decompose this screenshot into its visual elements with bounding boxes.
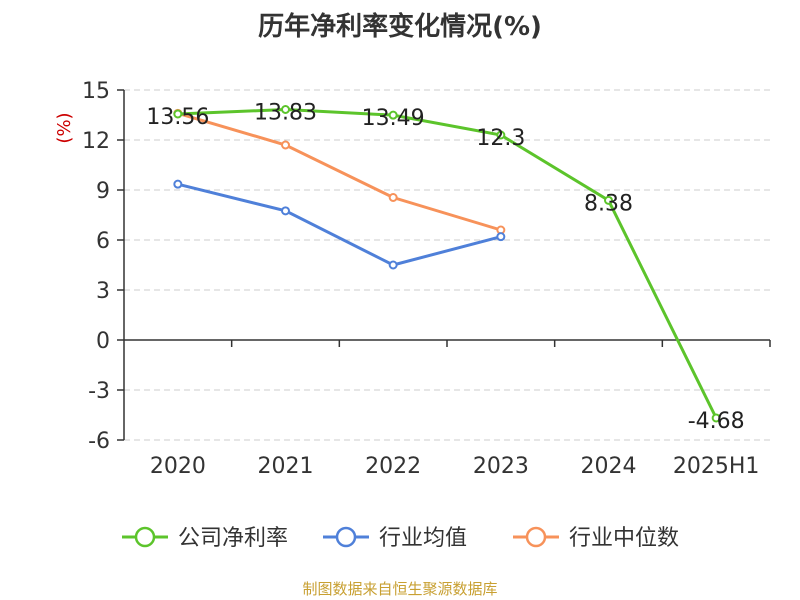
legend-label: 行业均值 bbox=[379, 526, 467, 551]
data-point bbox=[281, 206, 290, 216]
source-note: 制图数据来自恒生聚源数据库 bbox=[302, 580, 498, 598]
y-tick-label: -6 bbox=[88, 429, 110, 454]
data-point bbox=[281, 140, 290, 150]
data-point bbox=[496, 130, 506, 140]
chart-title: 历年净利率变化情况(%) bbox=[258, 12, 542, 42]
x-tick-label: 2022 bbox=[365, 454, 421, 479]
legend-marker bbox=[134, 526, 156, 548]
y-tick-label: 12 bbox=[82, 129, 110, 154]
data-label: 12.3 bbox=[476, 126, 525, 151]
data-label: 13.56 bbox=[146, 105, 209, 130]
data-point bbox=[281, 105, 290, 114]
x-tick-label: 2023 bbox=[473, 454, 529, 479]
y-axis-label: (%) bbox=[54, 112, 75, 143]
y-tick-label: 6 bbox=[96, 229, 110, 254]
legend-marker bbox=[335, 526, 357, 548]
grid-lines bbox=[124, 89, 770, 441]
data-point bbox=[173, 109, 183, 119]
data-point bbox=[711, 413, 721, 423]
series-lines bbox=[173, 105, 721, 423]
series-line bbox=[177, 111, 502, 232]
data-point bbox=[388, 193, 398, 202]
series-line bbox=[177, 182, 502, 267]
legend: 公司净利率 行业均值 行业中位数 bbox=[122, 526, 679, 551]
data-point bbox=[604, 195, 613, 205]
x-tick-label: 2020 bbox=[150, 454, 206, 479]
series-line bbox=[177, 107, 718, 419]
data-point bbox=[496, 232, 506, 242]
data-point bbox=[388, 110, 398, 120]
y-tick-label: 15 bbox=[82, 79, 110, 104]
x-tick-label: 2021 bbox=[258, 454, 314, 479]
axes: 15 12 9 6 3 0 -3 -6 2020 2021 2022 2023 2024 2025H1 (%… bbox=[54, 79, 771, 479]
x-tick-label: 2024 bbox=[581, 454, 637, 479]
legend-label: 行业中位数 bbox=[569, 526, 679, 551]
legend-label: 公司净利率 bbox=[178, 526, 288, 551]
x-tick-label: 2025H1 bbox=[673, 454, 760, 479]
data-label: 13.83 bbox=[254, 101, 317, 126]
y-tick-label: 9 bbox=[96, 179, 110, 204]
data-labels: 13.56 13.83 13.49 12.3 8.38 -4.68 bbox=[146, 101, 744, 435]
y-tick-label: 0 bbox=[96, 329, 110, 354]
legend-marker bbox=[525, 526, 547, 548]
y-tick-label: -3 bbox=[88, 379, 110, 404]
data-label: 13.49 bbox=[362, 106, 425, 131]
data-point bbox=[173, 179, 183, 189]
data-label: 8.38 bbox=[584, 191, 633, 216]
data-label: -4.68 bbox=[688, 409, 745, 434]
y-tick-label: 3 bbox=[96, 279, 110, 304]
data-point bbox=[388, 260, 398, 270]
